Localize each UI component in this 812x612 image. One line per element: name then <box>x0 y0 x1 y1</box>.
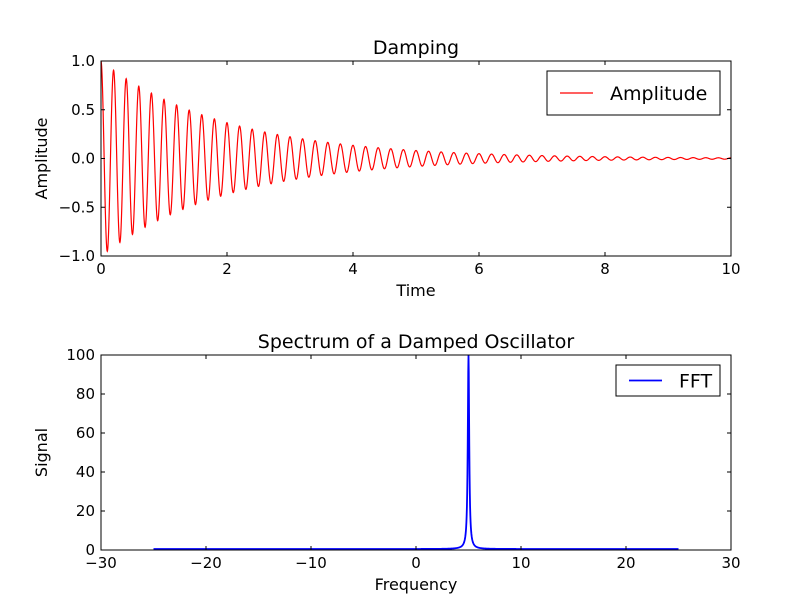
x-tick-label: 6 <box>474 260 484 278</box>
x-tick-label: 0 <box>96 260 106 278</box>
chart-2: −30 −20 −10 0 10 20 30 0 20 40 60 80 100 Spectrum of … <box>32 331 741 594</box>
legend: Amplitude <box>546 70 721 116</box>
chart-title: Damping <box>373 37 459 59</box>
x-tick-label: 10 <box>511 554 530 572</box>
chart-1: 0 2 4 6 8 10 −1.0 −0.5 0.0 0.5 1.0 Damping Time Ampli… <box>32 37 741 300</box>
y-tick-label: 1.0 <box>71 52 95 70</box>
x-tick-label: 2 <box>222 260 232 278</box>
x-axis-label: Frequency <box>375 575 458 594</box>
y-tick-label: 40 <box>76 463 95 481</box>
x-axis-label: Time <box>395 281 435 300</box>
y-tick-label: 80 <box>76 385 95 403</box>
x-tick-label: 20 <box>616 554 635 572</box>
y-tick-label: 0 <box>85 541 95 559</box>
chart-title: Spectrum of a Damped Oscillator <box>258 331 575 353</box>
y-tick-label: 0.0 <box>71 150 95 168</box>
x-tick-label: 8 <box>600 260 610 278</box>
series-line-fft <box>153 354 679 550</box>
y-tick-label: 60 <box>76 424 95 442</box>
y-tick-label: −1.0 <box>59 247 95 265</box>
y-axis-label: Signal <box>32 428 51 477</box>
x-tick-label: −30 <box>85 554 117 572</box>
x-tick-label: 4 <box>348 260 358 278</box>
y-tick-label: −0.5 <box>59 198 95 216</box>
y-tick-label: 20 <box>76 502 95 520</box>
y-tick-label: 0.5 <box>71 101 95 119</box>
legend-label: FFT <box>679 371 713 393</box>
x-tick-label: 0 <box>411 554 421 572</box>
x-tick-label: −10 <box>295 554 327 572</box>
x-tick-label: 30 <box>721 554 740 572</box>
series-line-amplitude <box>100 60 732 253</box>
x-tick-label: 10 <box>721 260 740 278</box>
legend-label: Amplitude <box>610 83 707 105</box>
x-tick-label: −20 <box>190 554 222 572</box>
legend: FFT <box>615 364 721 397</box>
y-tick-label: 100 <box>66 346 95 364</box>
y-axis-label: Amplitude <box>32 118 51 200</box>
